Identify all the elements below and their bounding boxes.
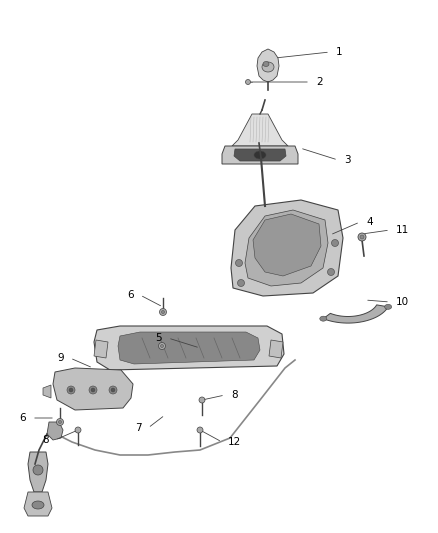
Ellipse shape <box>33 465 43 475</box>
Ellipse shape <box>109 386 117 394</box>
Polygon shape <box>53 368 133 410</box>
Polygon shape <box>269 340 283 358</box>
Text: 6: 6 <box>127 290 134 300</box>
Polygon shape <box>24 492 52 516</box>
Text: 6: 6 <box>19 413 26 423</box>
Ellipse shape <box>197 427 203 433</box>
Ellipse shape <box>199 397 205 403</box>
Ellipse shape <box>75 427 81 433</box>
Polygon shape <box>234 149 286 161</box>
Text: 9: 9 <box>57 353 64 363</box>
Ellipse shape <box>160 344 163 348</box>
Ellipse shape <box>320 316 327 321</box>
Ellipse shape <box>236 260 243 266</box>
Polygon shape <box>245 210 328 286</box>
Ellipse shape <box>246 79 251 85</box>
Polygon shape <box>118 332 260 364</box>
Ellipse shape <box>159 343 166 350</box>
Ellipse shape <box>91 388 95 392</box>
Text: 4: 4 <box>366 217 373 227</box>
Ellipse shape <box>358 233 366 241</box>
Polygon shape <box>222 146 298 164</box>
Ellipse shape <box>89 386 97 394</box>
Ellipse shape <box>263 61 269 67</box>
Polygon shape <box>28 452 48 492</box>
Polygon shape <box>257 49 279 82</box>
Ellipse shape <box>254 151 266 159</box>
Ellipse shape <box>162 311 165 313</box>
Text: 7: 7 <box>135 423 142 433</box>
Ellipse shape <box>32 501 44 509</box>
Polygon shape <box>232 114 288 146</box>
Text: 1: 1 <box>336 47 343 57</box>
Text: 8: 8 <box>42 435 49 445</box>
Ellipse shape <box>111 388 115 392</box>
Text: 11: 11 <box>396 225 409 235</box>
Ellipse shape <box>385 304 392 309</box>
Text: 12: 12 <box>228 437 241 447</box>
Polygon shape <box>323 305 388 323</box>
Ellipse shape <box>328 269 335 276</box>
Ellipse shape <box>59 421 61 424</box>
Polygon shape <box>253 214 321 276</box>
Text: 8: 8 <box>231 390 238 400</box>
Polygon shape <box>94 326 284 370</box>
Polygon shape <box>94 340 108 358</box>
Polygon shape <box>231 200 343 296</box>
Ellipse shape <box>69 388 73 392</box>
Ellipse shape <box>67 386 75 394</box>
Polygon shape <box>47 422 63 440</box>
Ellipse shape <box>237 279 244 287</box>
Ellipse shape <box>262 62 274 72</box>
Polygon shape <box>43 385 51 398</box>
Text: 5: 5 <box>155 333 162 343</box>
Ellipse shape <box>57 418 64 425</box>
Text: 3: 3 <box>344 155 351 165</box>
Ellipse shape <box>360 235 364 239</box>
Ellipse shape <box>332 239 339 246</box>
Ellipse shape <box>159 309 166 316</box>
Text: 2: 2 <box>316 77 323 87</box>
Text: 10: 10 <box>396 297 409 307</box>
